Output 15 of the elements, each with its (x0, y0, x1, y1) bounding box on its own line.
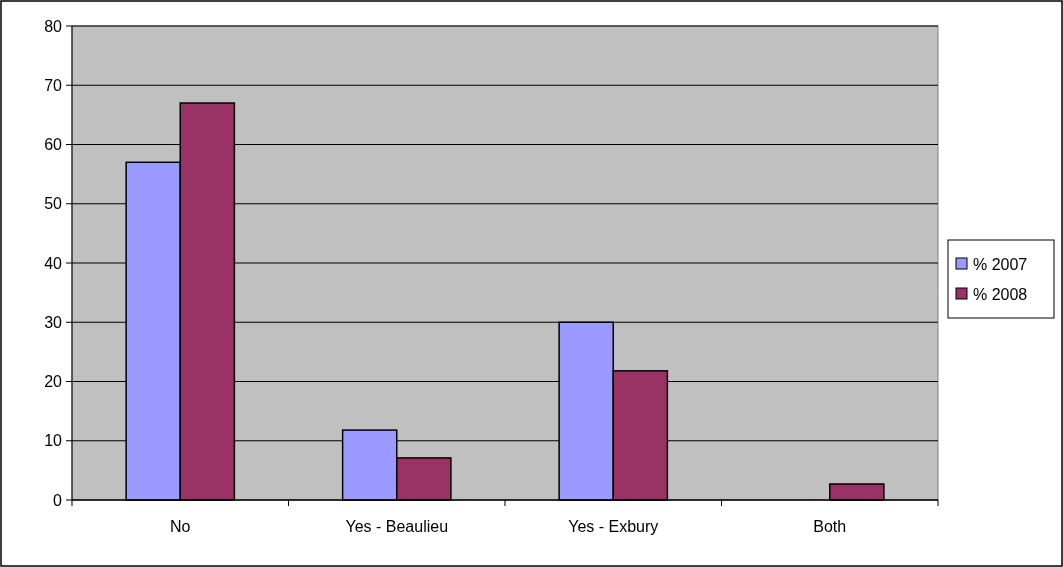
y-tick-label: 0 (53, 491, 63, 509)
y-tick-label: 40 (44, 254, 63, 272)
y-tick-label: 20 (44, 373, 63, 391)
x-tick-label: Yes - Beaulieu (345, 518, 449, 535)
x-tick-label: Yes - Exbury (568, 518, 659, 535)
legend-label: % 2007 (973, 255, 1028, 273)
y-tick-label: 70 (44, 76, 63, 94)
y-tick-label: 30 (44, 313, 63, 331)
x-tick-label: Both (813, 518, 847, 535)
legend-label: % 2008 (973, 285, 1028, 303)
y-tick-label: 80 (44, 17, 63, 35)
y-tick-label: 10 (44, 432, 63, 450)
y-tick-label: 60 (44, 136, 63, 154)
y-tick-label: 50 (44, 195, 63, 213)
x-tick-label: No (170, 518, 191, 535)
